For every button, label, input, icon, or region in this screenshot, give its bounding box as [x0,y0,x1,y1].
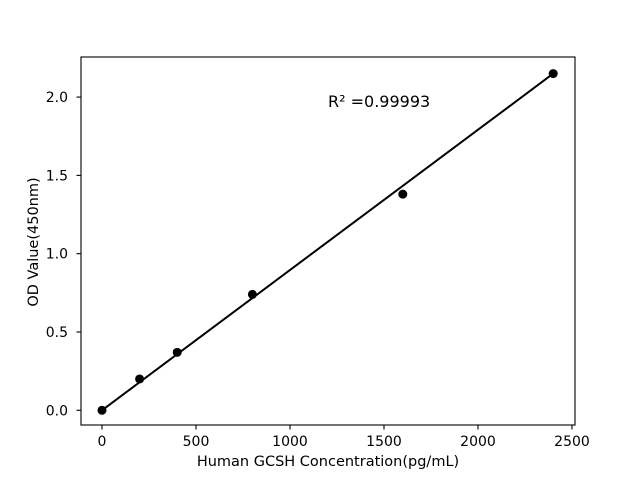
x-tick-label: 2000 [460,434,496,450]
data-points-group [97,69,558,415]
x-tick-label: 2500 [554,434,590,450]
x-tick-label: 1000 [272,434,308,450]
r-squared-annotation: R² =0.99993 [328,92,430,111]
x-tick-label: 1500 [366,434,402,450]
y-tick-label: 0.5 [46,325,68,341]
y-tick-label: 1.5 [46,168,68,184]
x-tick-label: 500 [183,434,210,450]
data-point [172,347,182,357]
data-point [548,69,558,79]
trend-line-group [100,72,555,412]
data-point [135,374,145,384]
data-point [97,405,107,415]
y-axis-ticks: 0.0 0.5 1.0 1.5 2.0 [46,90,81,419]
y-axis-label: OD Value(450nm) [26,177,42,306]
y-tick-label: 0.0 [46,403,68,419]
y-tick-label: 1.0 [46,247,68,263]
trend-line [100,72,555,412]
data-point [398,189,408,199]
x-tick-label: 0 [98,434,107,450]
axes-frame [80,56,576,426]
x-axis-label: Human GCSH Concentration(pg/mL) [197,454,459,470]
y-tick-label: 2.0 [46,90,68,106]
x-axis-ticks: 0 500 1000 1500 2000 2500 [98,425,590,450]
data-point [247,289,257,299]
